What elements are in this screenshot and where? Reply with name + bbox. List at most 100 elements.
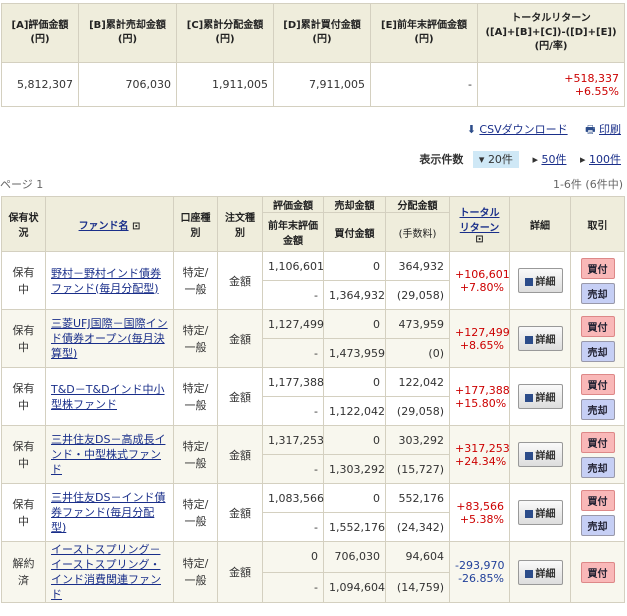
- buy-button[interactable]: 買付: [580, 315, 615, 337]
- count-option-100[interactable]: ▸ 100件: [579, 153, 621, 166]
- total-return: +106,601 +7.80%: [449, 251, 510, 310]
- return-amount: +106,601: [455, 267, 510, 281]
- status-text: 解約済: [12, 557, 35, 587]
- fund-name-link[interactable]: 三菱UFJ国際－国際インド債券オープン(毎月決算型): [51, 317, 168, 360]
- sort-icon[interactable]: ⊡: [475, 233, 484, 245]
- sort-fund-link[interactable]: ファンド名: [78, 220, 129, 232]
- detail-button[interactable]: 詳細: [517, 442, 563, 467]
- count-100-link[interactable]: 100件: [589, 153, 621, 166]
- trade-cell: 買付 売却: [570, 309, 625, 368]
- eval-amount: 1,317,253: [262, 425, 324, 455]
- bought-amount: 1,094,604: [323, 571, 386, 603]
- fund-name-cell: T&D－T&Dインド中小型株ファンド: [45, 367, 174, 426]
- sold-amount: 0: [323, 483, 386, 513]
- bought-amount: 1,552,176: [323, 512, 386, 542]
- buy-button[interactable]: 買付: [580, 561, 615, 583]
- buy-button[interactable]: 買付: [580, 431, 615, 453]
- fund-name-cell: 三菱UFJ国際－国際インド債券オープン(毎月決算型): [45, 309, 174, 368]
- count-option-50[interactable]: ▸ 50件: [532, 153, 567, 166]
- sell-button[interactable]: 売却: [580, 456, 615, 478]
- table-row-sub: - 1,552,176 (24,342): [2, 512, 625, 542]
- account-type: 特定/一般: [173, 367, 218, 426]
- table-row-sub: - 1,364,932 (29,058): [2, 280, 625, 310]
- order-type: 金額: [217, 367, 263, 426]
- fund-name-link[interactable]: 野村－野村インド債券ファンド(毎月分配型): [51, 266, 161, 295]
- order-type: 金額: [217, 309, 263, 368]
- table-row: 解約済 イーストスプリング－イーストスプリング・インド消費関連ファンド 特定/一…: [1, 541, 625, 603]
- csv-download-text[interactable]: CSVダウンロード: [479, 123, 568, 136]
- header-total-return[interactable]: トータルリターン ⊡: [449, 196, 510, 252]
- dist-amount: 94,604: [385, 541, 450, 573]
- sort-return-link[interactable]: トータルリターン: [459, 207, 500, 234]
- play-icon: [524, 336, 533, 344]
- detail-button[interactable]: 詳細: [517, 559, 563, 585]
- detail-button[interactable]: 詳細: [517, 326, 563, 351]
- detail-cell: 詳細: [509, 251, 571, 310]
- detail-label: 詳細: [535, 393, 556, 404]
- fund-name-link[interactable]: イーストスプリング－イーストスプリング・インド消費関連ファンド: [51, 543, 161, 601]
- buy-button[interactable]: 買付: [580, 373, 615, 395]
- header-account: 口座種別: [173, 196, 218, 252]
- fund-name-link[interactable]: T&D－T&Dインド中小型株ファンド: [51, 382, 165, 411]
- table-row: 保有中 三菱UFJ国際－国際インド債券オープン(毎月決算型) 特定/一般 金額 …: [1, 309, 625, 368]
- detail-button[interactable]: 詳細: [517, 268, 563, 293]
- detail-button[interactable]: 詳細: [517, 384, 563, 409]
- trade-cell: 買付: [570, 541, 625, 603]
- display-count-label: 表示件数: [419, 153, 464, 166]
- account-type: 特定/一般: [173, 309, 218, 368]
- table-row: 保有中 三井住友DS－高成長インド・中型株式ファンド 特定/一般 金額 1,31…: [1, 425, 625, 484]
- status-text: 保有中: [12, 497, 35, 528]
- trade-cell: 買付 売却: [570, 367, 625, 426]
- account-text: 特定/一般: [182, 381, 209, 412]
- sell-button[interactable]: 売却: [580, 514, 615, 536]
- buy-button[interactable]: 買付: [580, 257, 615, 279]
- account-type: 特定/一般: [173, 425, 218, 484]
- order-type: 金額: [217, 541, 263, 603]
- header-order: 注文種別: [217, 196, 263, 252]
- status: 保有中: [1, 251, 46, 310]
- count-50-link[interactable]: 50件: [541, 153, 567, 166]
- fund-name-cell: 野村－野村インド債券ファンド(毎月分配型): [45, 251, 174, 310]
- detail-cell: 詳細: [509, 309, 571, 368]
- fee-amount: (29,058): [385, 396, 450, 426]
- dist-amount: 473,959: [385, 309, 450, 339]
- detail-label: 詳細: [535, 568, 556, 580]
- summary-header: [C]累計分配金額 (円): [176, 3, 274, 63]
- account-text: 特定/一般: [182, 439, 209, 470]
- dist-amount: 364,932: [385, 251, 450, 281]
- detail-button[interactable]: 詳細: [517, 500, 563, 525]
- return-rate: -26.85%: [458, 572, 504, 585]
- buy-button[interactable]: 買付: [580, 489, 615, 511]
- prev-eval: -: [262, 571, 324, 603]
- count-option-20[interactable]: ▾ 20件: [472, 151, 519, 168]
- return-rate: +24.34%: [455, 454, 507, 468]
- sort-icon[interactable]: ⊡: [132, 220, 141, 232]
- return-rate: +15.80%: [455, 396, 507, 410]
- summary-header: [D]累計買付金額 (円): [273, 3, 371, 63]
- sell-button[interactable]: 売却: [580, 282, 615, 304]
- print-text[interactable]: 印刷: [599, 123, 621, 136]
- csv-download-link[interactable]: ⬇ CSVダウンロード: [467, 123, 568, 136]
- print-link[interactable]: 🖶 印刷: [585, 123, 621, 136]
- fund-name-link[interactable]: 三井住友DS－高成長インド・中型株式ファンド: [51, 433, 166, 476]
- detail-label: 詳細: [535, 277, 556, 288]
- display-count-selector: 表示件数 ▾ 20件 ▸ 50件 ▸ 100件: [419, 151, 621, 168]
- status: 解約済: [1, 541, 46, 603]
- fund-name-cell: 三井住友DS－高成長インド・中型株式ファンド: [45, 425, 174, 484]
- total-return: +317,253 +24.34%: [449, 425, 510, 484]
- count-20-label: 20件: [487, 153, 513, 166]
- order-type: 金額: [217, 425, 263, 484]
- account-type: 特定/一般: [173, 251, 218, 310]
- bought-amount: 1,473,959: [323, 338, 386, 368]
- fund-name-link[interactable]: 三井住友DS－インド債券ファンド(毎月分配型): [51, 491, 166, 534]
- bought-amount: 1,303,292: [323, 454, 386, 484]
- sell-button[interactable]: 売却: [580, 398, 615, 420]
- header-fund-name[interactable]: ファンド名 ⊡: [45, 196, 174, 252]
- bought-amount: 1,122,042: [323, 396, 386, 426]
- sold-amount: 0: [323, 309, 386, 339]
- play-icon: [524, 452, 533, 460]
- dist-amount: 552,176: [385, 483, 450, 513]
- return-rate: +8.65%: [459, 338, 504, 352]
- return-amount: +83,566: [456, 499, 504, 513]
- sell-button[interactable]: 売却: [580, 340, 615, 362]
